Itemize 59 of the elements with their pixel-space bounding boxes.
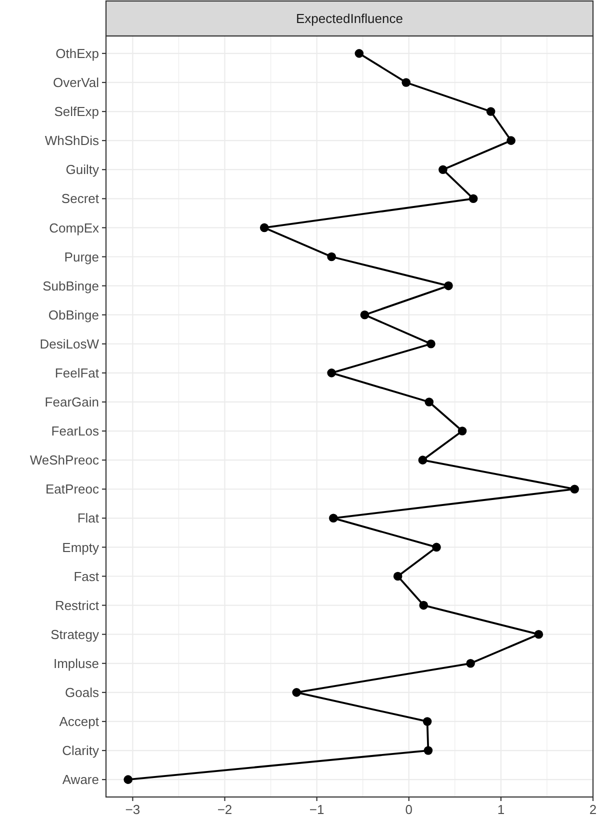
x-tick-label: −1 [309, 802, 324, 817]
y-tick-label: Goals [65, 684, 100, 700]
y-tick-label: Guilty [66, 162, 100, 178]
x-tick-label: −3 [125, 802, 140, 817]
chart-title: ExpectedInfluence [296, 11, 403, 26]
point [124, 775, 132, 784]
point [418, 456, 428, 464]
y-tick-label: Fast [74, 568, 100, 584]
y-tick-label: Secret [61, 191, 100, 206]
point [424, 398, 434, 406]
point [458, 426, 467, 436]
point [327, 368, 336, 378]
point [327, 252, 336, 262]
point [444, 281, 453, 290]
point [426, 339, 436, 348]
y-tick-label: SubBinge [42, 278, 99, 294]
y-tick-label: Accept [59, 714, 100, 730]
point [570, 484, 579, 494]
y-tick-label: Clarity [62, 743, 100, 758]
y-tick-label: Aware [62, 772, 99, 788]
y-tick-label: ObBinge [48, 307, 99, 322]
y-tick-label: FearLos [51, 424, 100, 439]
x-tick-label: 1 [497, 802, 505, 817]
point [432, 542, 441, 552]
y-tick-label: FeelFat [54, 365, 100, 380]
y-tick-label: DesiLosW [40, 336, 100, 352]
y-tick-label: FearGain [44, 394, 99, 410]
point [402, 78, 411, 87]
y-tick-label: CompEx [49, 220, 100, 236]
y-tick-label: Empty [62, 540, 100, 555]
y-tick-label: Purge [64, 249, 99, 264]
y-tick-label: SelfExp [54, 104, 99, 120]
point [328, 514, 338, 523]
point [360, 310, 370, 320]
point [424, 746, 433, 755]
y-tick-label: Strategy [50, 626, 100, 642]
x-tick-label: −2 [217, 802, 232, 817]
y-tick-label: WeShPreoc [30, 452, 100, 468]
point [292, 688, 301, 697]
point [260, 223, 269, 232]
y-tick-label: Restrict [54, 598, 100, 613]
y-tick-label: EatPreoc [46, 482, 100, 497]
point [506, 136, 516, 145]
point [468, 194, 478, 204]
point [486, 107, 496, 116]
point [393, 572, 402, 581]
x-tick-label: 0 [405, 802, 412, 817]
point [534, 630, 544, 639]
point [466, 658, 475, 668]
y-tick-label: OthExp [56, 46, 99, 61]
y-tick-label: Flat [77, 510, 100, 526]
point [419, 600, 428, 610]
y-tick-label: Impluse [53, 656, 99, 671]
point [438, 165, 448, 174]
point [422, 717, 432, 726]
x-tick-label: 2 [589, 802, 597, 817]
y-tick-label: WhShDis [44, 133, 100, 148]
y-tick-label: OverVal [53, 75, 100, 90]
point [354, 49, 364, 58]
